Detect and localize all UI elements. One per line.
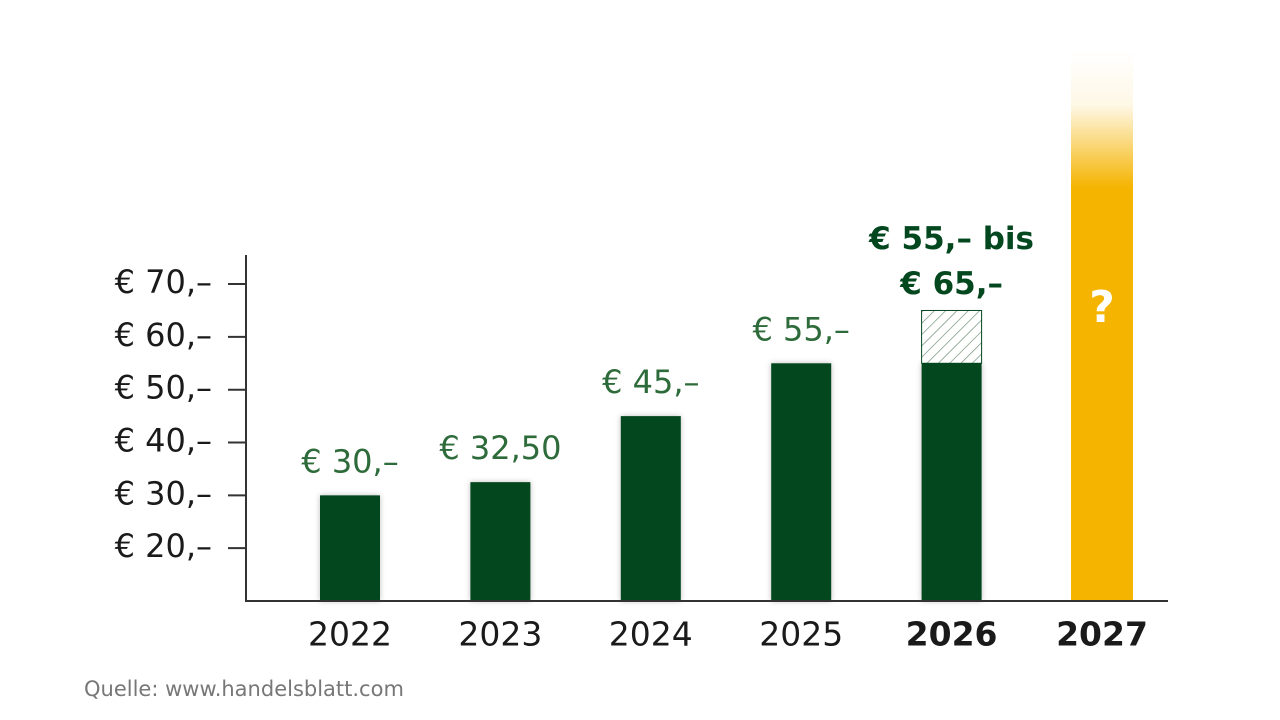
bar (620, 416, 681, 601)
y-tick-label: € 30,– (115, 474, 212, 512)
x-tick-label: 2024 (609, 615, 693, 654)
bar (921, 363, 982, 601)
unknown-bar (1071, 50, 1133, 601)
y-tick-label: € 60,– (115, 316, 212, 354)
value-label: € 32,50 (439, 429, 561, 467)
bar (470, 482, 531, 601)
estimate-range (921, 309, 983, 364)
y-tick-label: € 40,– (115, 422, 212, 460)
value-label: € 30,– (301, 442, 398, 480)
x-tick-label: 2027 (1056, 615, 1148, 654)
bar (320, 495, 380, 601)
unknown-label: ? (1089, 282, 1115, 333)
x-tick-label: 2023 (458, 615, 542, 654)
x-tick-label: 2022 (308, 615, 392, 654)
x-tick-label: 2026 (906, 615, 998, 654)
x-tick-label: 2025 (759, 615, 843, 654)
bar (771, 363, 832, 601)
source: Quelle: www.handelsblatt.com (84, 677, 404, 701)
y-tick-label: € 20,– (115, 527, 212, 565)
estimate-label: € 55,– bis (868, 221, 1034, 257)
value-label: € 45,– (602, 363, 699, 401)
estimate-label: € 65,– (899, 266, 1003, 302)
value-label: € 55,– (752, 310, 849, 348)
y-tick-label: € 50,– (115, 369, 212, 407)
plot: € 20,– € 30,– € 40,– € 50,– € 60,– € 70,– € 30… (115, 50, 1168, 654)
y-tick-label: € 70,– (115, 263, 212, 301)
